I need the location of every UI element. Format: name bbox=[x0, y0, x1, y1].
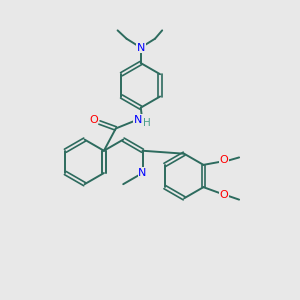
Text: O: O bbox=[89, 115, 98, 124]
Text: N: N bbox=[134, 115, 142, 124]
Text: O: O bbox=[220, 190, 229, 200]
Text: O: O bbox=[220, 155, 229, 165]
Text: H: H bbox=[143, 118, 151, 128]
Text: N: N bbox=[138, 168, 147, 178]
Text: N: N bbox=[136, 43, 145, 52]
